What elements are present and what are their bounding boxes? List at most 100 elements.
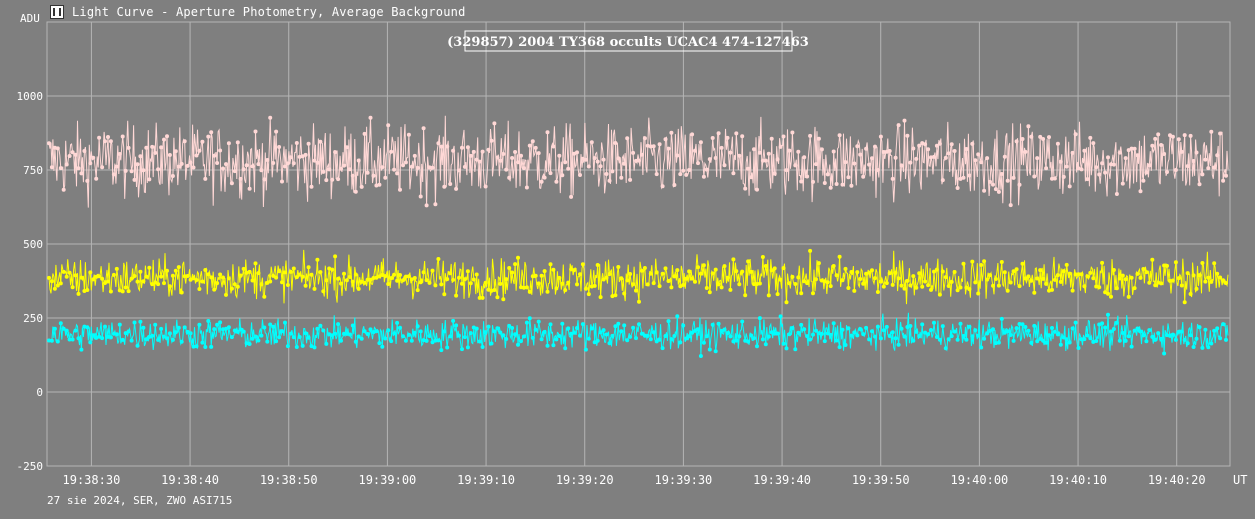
data-point bbox=[843, 266, 848, 271]
data-point bbox=[554, 286, 559, 291]
data-point bbox=[743, 186, 748, 191]
data-point bbox=[725, 331, 730, 336]
data-point bbox=[377, 182, 382, 187]
data-point bbox=[766, 293, 771, 298]
data-point bbox=[462, 335, 467, 340]
data-point bbox=[244, 270, 249, 275]
data-point bbox=[315, 257, 320, 262]
x-tick-label: 19:39:50 bbox=[852, 473, 910, 487]
data-point bbox=[1138, 189, 1143, 194]
data-point bbox=[1103, 325, 1108, 330]
data-point bbox=[929, 328, 933, 332]
data-point bbox=[106, 279, 110, 284]
data-point bbox=[672, 183, 677, 187]
data-point bbox=[380, 344, 385, 349]
data-point bbox=[1082, 337, 1087, 342]
data-point bbox=[374, 275, 379, 280]
data-point bbox=[52, 286, 57, 291]
data-point bbox=[1088, 270, 1093, 275]
data-point bbox=[719, 145, 724, 150]
data-point bbox=[873, 144, 877, 149]
data-point bbox=[120, 337, 125, 342]
data-point bbox=[386, 123, 391, 128]
data-point bbox=[1212, 328, 1217, 333]
light-curve-app-icon[interactable] bbox=[50, 5, 64, 19]
data-point bbox=[368, 277, 373, 282]
data-point bbox=[988, 328, 992, 333]
data-point bbox=[185, 163, 190, 168]
data-point bbox=[967, 324, 972, 329]
data-point bbox=[563, 160, 568, 165]
data-point bbox=[943, 155, 948, 160]
data-point bbox=[197, 287, 202, 291]
data-point bbox=[613, 141, 618, 145]
data-point bbox=[607, 272, 612, 277]
data-point bbox=[964, 147, 969, 151]
data-point bbox=[648, 144, 653, 149]
data-point bbox=[1067, 184, 1072, 189]
data-point bbox=[259, 282, 264, 287]
data-point bbox=[1026, 274, 1031, 279]
window-title: Light Curve - Aperture Photometry, Avera… bbox=[72, 5, 466, 19]
data-point bbox=[138, 319, 143, 324]
data-point bbox=[1061, 269, 1066, 274]
data-point bbox=[159, 274, 164, 279]
data-point bbox=[533, 145, 538, 150]
data-point bbox=[628, 177, 633, 182]
data-point bbox=[344, 145, 349, 150]
data-point bbox=[253, 261, 258, 266]
data-point bbox=[1206, 345, 1211, 350]
data-point bbox=[1064, 262, 1069, 267]
data-point bbox=[486, 287, 491, 292]
data-point bbox=[713, 156, 718, 160]
data-point bbox=[162, 334, 166, 339]
data-point bbox=[604, 172, 609, 176]
data-point bbox=[283, 320, 287, 325]
data-point bbox=[566, 280, 571, 285]
data-point bbox=[383, 175, 388, 180]
data-point bbox=[386, 282, 391, 286]
data-point bbox=[120, 289, 125, 294]
data-point bbox=[288, 269, 293, 274]
data-point bbox=[1132, 286, 1137, 291]
data-point bbox=[707, 290, 712, 295]
data-point bbox=[1029, 134, 1034, 139]
data-point bbox=[194, 153, 199, 158]
chart-grid bbox=[46, 21, 1231, 467]
data-point bbox=[1008, 280, 1013, 285]
data-point bbox=[746, 166, 751, 171]
data-point bbox=[628, 272, 633, 276]
data-point bbox=[1123, 277, 1128, 282]
data-point bbox=[1150, 257, 1155, 262]
data-point bbox=[837, 254, 842, 259]
data-point bbox=[763, 158, 768, 163]
data-point bbox=[1073, 272, 1078, 277]
data-point bbox=[834, 338, 839, 343]
data-point bbox=[1173, 260, 1178, 265]
data-point bbox=[693, 279, 697, 284]
data-point bbox=[533, 273, 538, 278]
data-point bbox=[409, 164, 414, 169]
data-point bbox=[392, 272, 397, 277]
data-point bbox=[111, 172, 116, 177]
data-point bbox=[1011, 338, 1016, 343]
data-point bbox=[805, 281, 810, 286]
data-point bbox=[1141, 333, 1146, 338]
data-point bbox=[91, 333, 96, 338]
data-point bbox=[1035, 276, 1040, 281]
data-point bbox=[875, 290, 880, 294]
data-point bbox=[1064, 337, 1069, 342]
data-point bbox=[138, 269, 143, 274]
data-point bbox=[167, 331, 172, 336]
data-point bbox=[737, 153, 742, 158]
data-point bbox=[462, 164, 467, 169]
data-point bbox=[383, 336, 388, 341]
data-point bbox=[805, 174, 810, 179]
data-point bbox=[1058, 279, 1063, 284]
data-point bbox=[436, 141, 441, 146]
data-point bbox=[1123, 338, 1128, 343]
data-point bbox=[619, 329, 624, 334]
data-point bbox=[356, 158, 361, 163]
data-point bbox=[946, 284, 951, 288]
